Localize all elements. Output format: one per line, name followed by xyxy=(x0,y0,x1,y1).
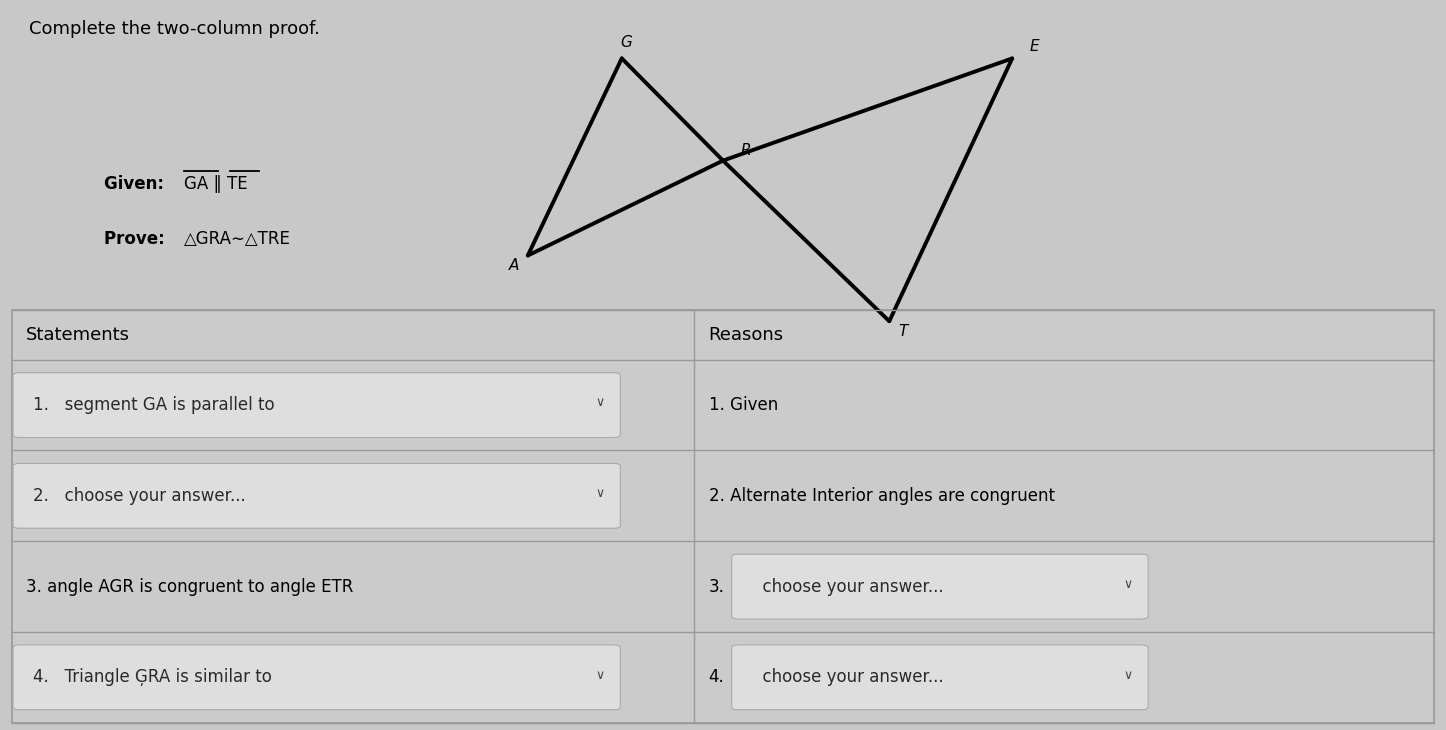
Text: 4.   Triangle ĢRA is similar to: 4. Triangle ĢRA is similar to xyxy=(33,669,272,686)
Text: A: A xyxy=(509,258,519,273)
Text: ∨: ∨ xyxy=(1124,669,1132,682)
Text: Reasons: Reasons xyxy=(709,326,784,344)
Text: G: G xyxy=(620,34,632,50)
FancyBboxPatch shape xyxy=(732,645,1148,710)
Text: Statements: Statements xyxy=(26,326,130,344)
Text: Given:: Given: xyxy=(104,175,169,193)
Text: T: T xyxy=(898,324,907,339)
Text: 3. angle AGR is congruent to angle ETR: 3. angle AGR is congruent to angle ETR xyxy=(26,577,353,596)
FancyBboxPatch shape xyxy=(13,464,620,529)
Text: choose your answer...: choose your answer... xyxy=(752,669,944,686)
Bar xyxy=(12,310,1434,723)
Text: ∨: ∨ xyxy=(1124,578,1132,591)
Text: 3.: 3. xyxy=(709,577,724,596)
Text: 4.: 4. xyxy=(709,669,724,686)
Text: 1.   segment GA is parallel to: 1. segment GA is parallel to xyxy=(33,396,275,414)
FancyBboxPatch shape xyxy=(13,645,620,710)
Text: ∨: ∨ xyxy=(596,669,604,682)
FancyBboxPatch shape xyxy=(13,373,620,437)
Text: E: E xyxy=(1030,39,1040,54)
Text: ∨: ∨ xyxy=(596,396,604,410)
FancyBboxPatch shape xyxy=(732,554,1148,619)
Text: Complete the two-column proof.: Complete the two-column proof. xyxy=(29,20,320,39)
Text: Prove:: Prove: xyxy=(104,230,171,248)
Text: choose your answer...: choose your answer... xyxy=(752,577,944,596)
Text: 1. Given: 1. Given xyxy=(709,396,778,414)
Text: ∨: ∨ xyxy=(596,487,604,500)
Text: GA ‖ TE: GA ‖ TE xyxy=(184,175,247,193)
Text: R: R xyxy=(740,143,750,158)
Text: △GRA∼△TRE: △GRA∼△TRE xyxy=(184,230,291,248)
Text: 2. Alternate Interior angles are congruent: 2. Alternate Interior angles are congrue… xyxy=(709,487,1054,505)
Text: 2.   choose your answer...: 2. choose your answer... xyxy=(33,487,246,505)
